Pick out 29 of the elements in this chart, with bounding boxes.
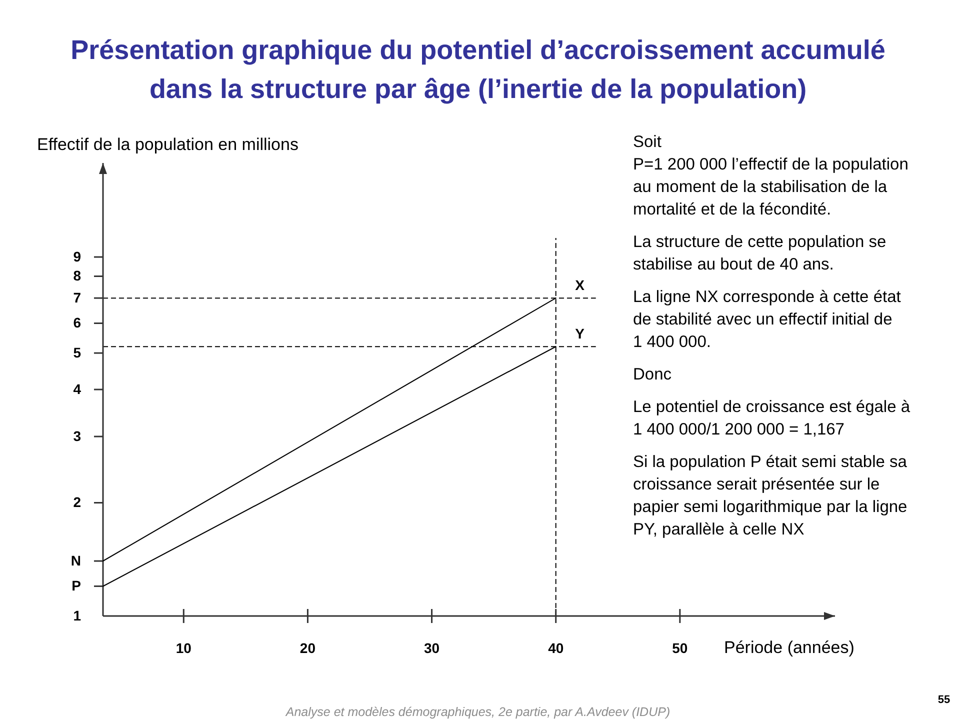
y-tick-label: 9 (73, 248, 82, 264)
text: 55 (938, 694, 950, 706)
y-tick-label: 7 (73, 290, 82, 306)
x-tick-label: 30 (424, 640, 440, 656)
y-tick-label: 4 (73, 380, 82, 397)
y-tick-label: P (72, 578, 81, 594)
annotation: Donc (633, 366, 672, 384)
y-axis-title: Effectif de la population en millions (37, 135, 298, 154)
annotation: Le potentiel de croissance est égale à 1 400 000/1 200 000 = 1,167 (633, 398, 911, 438)
y-tick-label: 6 (73, 314, 82, 331)
y-tick-label: 3 (73, 428, 82, 444)
y-tick-label: 2 (73, 494, 82, 510)
x-tick-label: 40 (548, 640, 564, 656)
x-tick-label: 50 (672, 640, 688, 656)
annotation: Soit P=1 200 000 l’effectif de la population au moment de la stabilisation de la mortalité et de la fécondité. (633, 133, 908, 218)
annotation: La ligne NX corresponde à cette état de stabilité avec un effectif initial de 1 400 000. (633, 288, 902, 351)
y-tick-label: N (70, 552, 81, 569)
annotation: Si la population P était semi stable sa croissance serait présentée sur le papier semi logarithmique par la ligne PY, parallèle à celle NX (633, 453, 908, 538)
annotation: La structure de cette population se stabilise au bout de 40 ans. (633, 233, 886, 274)
annotation: Y (575, 326, 586, 342)
y-tick-label: 8 (73, 268, 82, 284)
x-tick-label: 10 (176, 640, 192, 656)
y-tick-label: 1 (73, 607, 82, 624)
x-tick-label: 20 (300, 640, 316, 656)
chart-title: Présentation graphique du potentiel d’accroissement accumulé dans la structure par âge (l’inertie de la population) (70, 35, 886, 104)
annotation: X (575, 277, 586, 294)
text: Analyse et modèles démographiques, 2e partie, par A.Avdeev (IDUP) (284, 705, 670, 719)
x-axis-title: Période (années) (724, 638, 854, 657)
y-tick-label: 5 (73, 344, 82, 361)
